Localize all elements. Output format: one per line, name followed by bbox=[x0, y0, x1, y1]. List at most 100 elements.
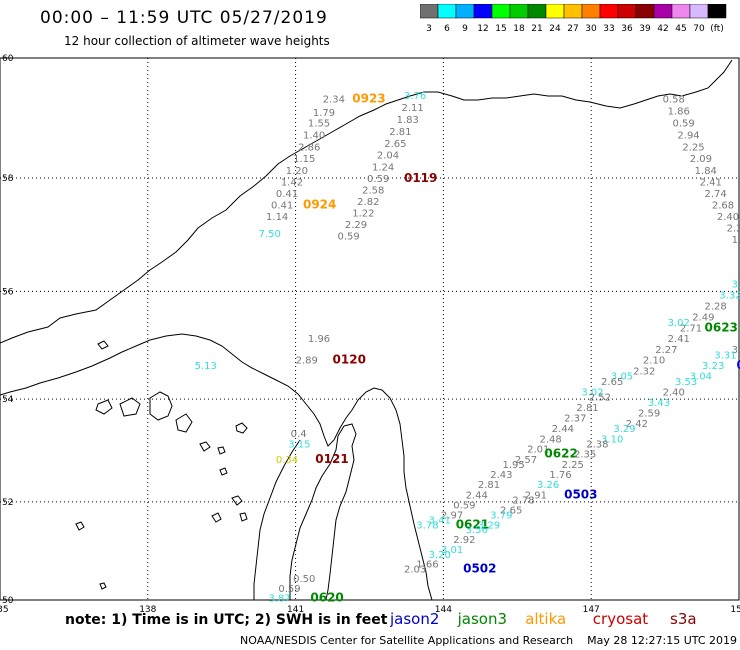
wave-height-label: 2.78 bbox=[512, 495, 534, 506]
wave-height-label: 0.41 bbox=[271, 201, 293, 212]
wave-height-label: 3.87 bbox=[269, 593, 291, 604]
wave-height-label: 3.31 bbox=[714, 350, 736, 361]
wave-height-label: 0.41 bbox=[276, 189, 298, 200]
wave-height-label: 2.42 bbox=[626, 419, 648, 430]
scale-label: 9 bbox=[462, 24, 468, 34]
map-frame bbox=[0, 57, 740, 601]
wave-height-label: 2.81 bbox=[576, 403, 598, 414]
wave-height-label: 2.34 bbox=[323, 95, 345, 106]
wave-height-label: 0.4 bbox=[291, 429, 307, 440]
wave-height-label: 2.74 bbox=[705, 189, 727, 200]
wave-height-label: 1.66 bbox=[416, 560, 438, 571]
wave-height-label: 3.29 bbox=[478, 520, 500, 531]
legend-cryosat: cryosat bbox=[593, 610, 648, 628]
west-coast bbox=[0, 333, 433, 600]
scale-label: 33 bbox=[603, 24, 614, 34]
lat-label: 56 bbox=[2, 287, 14, 297]
wave-height-label: 3.56 bbox=[466, 525, 488, 536]
wave-height-label: 3.26 bbox=[537, 480, 559, 491]
wave-height-label: 1.40 bbox=[303, 131, 325, 142]
pass-time-label: 0120 bbox=[333, 353, 366, 367]
pass-time-label: 0621 bbox=[456, 517, 489, 531]
wave-height-label: 3.10 bbox=[601, 434, 623, 445]
wave-height-label: 1.20 bbox=[286, 166, 308, 177]
lon-label: 135 bbox=[0, 605, 9, 615]
islet bbox=[235, 422, 248, 434]
wave-height-label: 2.11 bbox=[402, 103, 424, 114]
island bbox=[149, 391, 173, 421]
axis-labels: 135 138 141 144 147 150 60 58 56 54 52 50 bbox=[0, 54, 740, 615]
lon-label: 138 bbox=[139, 605, 156, 615]
wave-height-label: 3.02 bbox=[668, 318, 690, 329]
color-scale: 3 6 9 12 15 18 21 24 27 30 33 36 39 42 45 70 (ft) bbox=[420, 4, 727, 34]
wave-height-label: 0.59 bbox=[453, 500, 475, 511]
scale-label: 12 bbox=[477, 24, 488, 34]
island bbox=[119, 397, 141, 417]
scale-label: 70 bbox=[693, 24, 705, 34]
scale-swatch bbox=[707, 4, 727, 19]
wave-height-label: 2.59 bbox=[638, 408, 660, 419]
wave-height-label: 2.91 bbox=[525, 490, 547, 501]
lon-label: 141 bbox=[287, 605, 304, 615]
scale-label: 6 bbox=[444, 24, 450, 34]
scale-label: 30 bbox=[585, 24, 597, 34]
scale-label: 36 bbox=[621, 24, 633, 34]
scale-label: 42 bbox=[657, 24, 668, 34]
map-subtitle: 12 hour collection of altimeter wave hei… bbox=[64, 34, 330, 48]
wave-height-label: 2.44 bbox=[552, 424, 574, 435]
wave-height-label: 2.27 bbox=[655, 345, 677, 356]
wave-height-label: 3.32 bbox=[719, 291, 740, 302]
wave-height-label: 3.3 bbox=[732, 280, 740, 291]
wave-height-label: 2.92 bbox=[453, 535, 475, 546]
wave-height-label: 3.05 bbox=[611, 372, 633, 383]
wave-height-label: 2.65 bbox=[601, 377, 623, 388]
wave-height-label: 2.01 bbox=[527, 445, 549, 456]
scale-label: (ft) bbox=[710, 24, 724, 34]
wave-height-label: 2.40 bbox=[717, 212, 739, 223]
sakhalin-island bbox=[325, 423, 357, 600]
islet bbox=[219, 467, 228, 476]
wave-height-label: 2.58 bbox=[362, 186, 384, 197]
islet bbox=[75, 521, 85, 531]
wave-height-label: 2.25 bbox=[562, 460, 584, 471]
scale-label: 15 bbox=[495, 24, 506, 34]
wave-height-label: 2.94 bbox=[677, 131, 699, 142]
wave-height-label: 1.55 bbox=[308, 119, 330, 130]
lat-label: 60 bbox=[2, 54, 14, 64]
wave-height-label: 0.34 bbox=[276, 455, 298, 466]
pass-time-label: 0502 bbox=[463, 561, 496, 575]
wave-height-label: 2.2 bbox=[727, 223, 740, 234]
wave-height-label: 2.81 bbox=[478, 480, 500, 491]
pass-time-label: 0 bbox=[737, 358, 740, 372]
wave-height-label: 3.79 bbox=[490, 510, 512, 521]
wave-height-label: 1.42 bbox=[281, 178, 303, 189]
pass-time-label: 0119 bbox=[404, 171, 437, 185]
wave-height-label: 0.50 bbox=[293, 574, 315, 585]
islet bbox=[211, 512, 222, 523]
wave-height-label: 2.52 bbox=[589, 393, 611, 404]
wave-height-label: 3.01 bbox=[441, 545, 463, 556]
lon-label: 147 bbox=[583, 605, 600, 615]
wave-height-label: 2.32 bbox=[633, 366, 655, 377]
pass-time-label: 0620 bbox=[310, 590, 343, 604]
scale-label: 3 bbox=[426, 24, 432, 34]
wave-height-label: 3.15 bbox=[288, 439, 310, 450]
island bbox=[95, 399, 113, 415]
islet bbox=[99, 582, 107, 590]
wave-height-label: 2.86 bbox=[298, 142, 320, 153]
wave-height-label: 2.89 bbox=[296, 356, 318, 367]
wave-height-label: 3.53 bbox=[675, 377, 697, 388]
wave-height-label: 2.35 bbox=[574, 450, 596, 461]
wave-height-label: 2.41 bbox=[700, 178, 722, 189]
scale-label: 18 bbox=[513, 24, 525, 34]
map-title: 00:00 – 11:59 UTC 05/27/2019 bbox=[40, 8, 328, 28]
wave-height-label: 1.76 bbox=[549, 470, 571, 481]
wave-height-label: 2.04 bbox=[377, 151, 399, 162]
wave-height-label: 1. bbox=[732, 235, 740, 246]
wave-height-labels: 2.34 0923 3.762.11 1.79 1.83 1.55 2.81 1.40 2.65… bbox=[195, 91, 740, 604]
wave-height-label: 1.79 bbox=[313, 108, 335, 119]
wave-height-label: 0.59 bbox=[278, 584, 300, 595]
lat-lon-grid bbox=[0, 57, 740, 601]
wave-height-label: 3.29 bbox=[613, 424, 635, 435]
north-coast bbox=[0, 59, 733, 344]
